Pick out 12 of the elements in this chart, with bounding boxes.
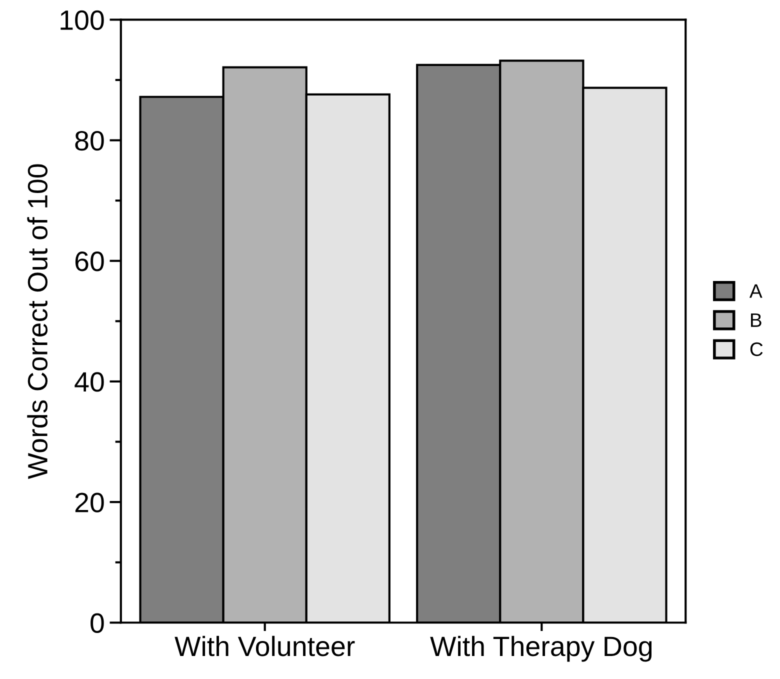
y-tick-label: 20	[75, 492, 104, 512]
y-tick-label: 80	[75, 130, 104, 151]
x-tick-label: With Volunteer	[174, 636, 355, 656]
x-tick-label: With Therapy Dog	[430, 636, 652, 662]
legend-label: B	[751, 313, 762, 327]
y-tick-label: 0	[90, 613, 104, 633]
y-tick-label: 40	[74, 372, 104, 392]
y-axis-title: Words Correct Out of 100	[27, 164, 48, 480]
y-tick-label: 60	[75, 252, 104, 272]
y-tick-label: 100	[60, 10, 104, 30]
legend-label: A	[749, 284, 762, 298]
legend-label: C	[750, 342, 763, 356]
